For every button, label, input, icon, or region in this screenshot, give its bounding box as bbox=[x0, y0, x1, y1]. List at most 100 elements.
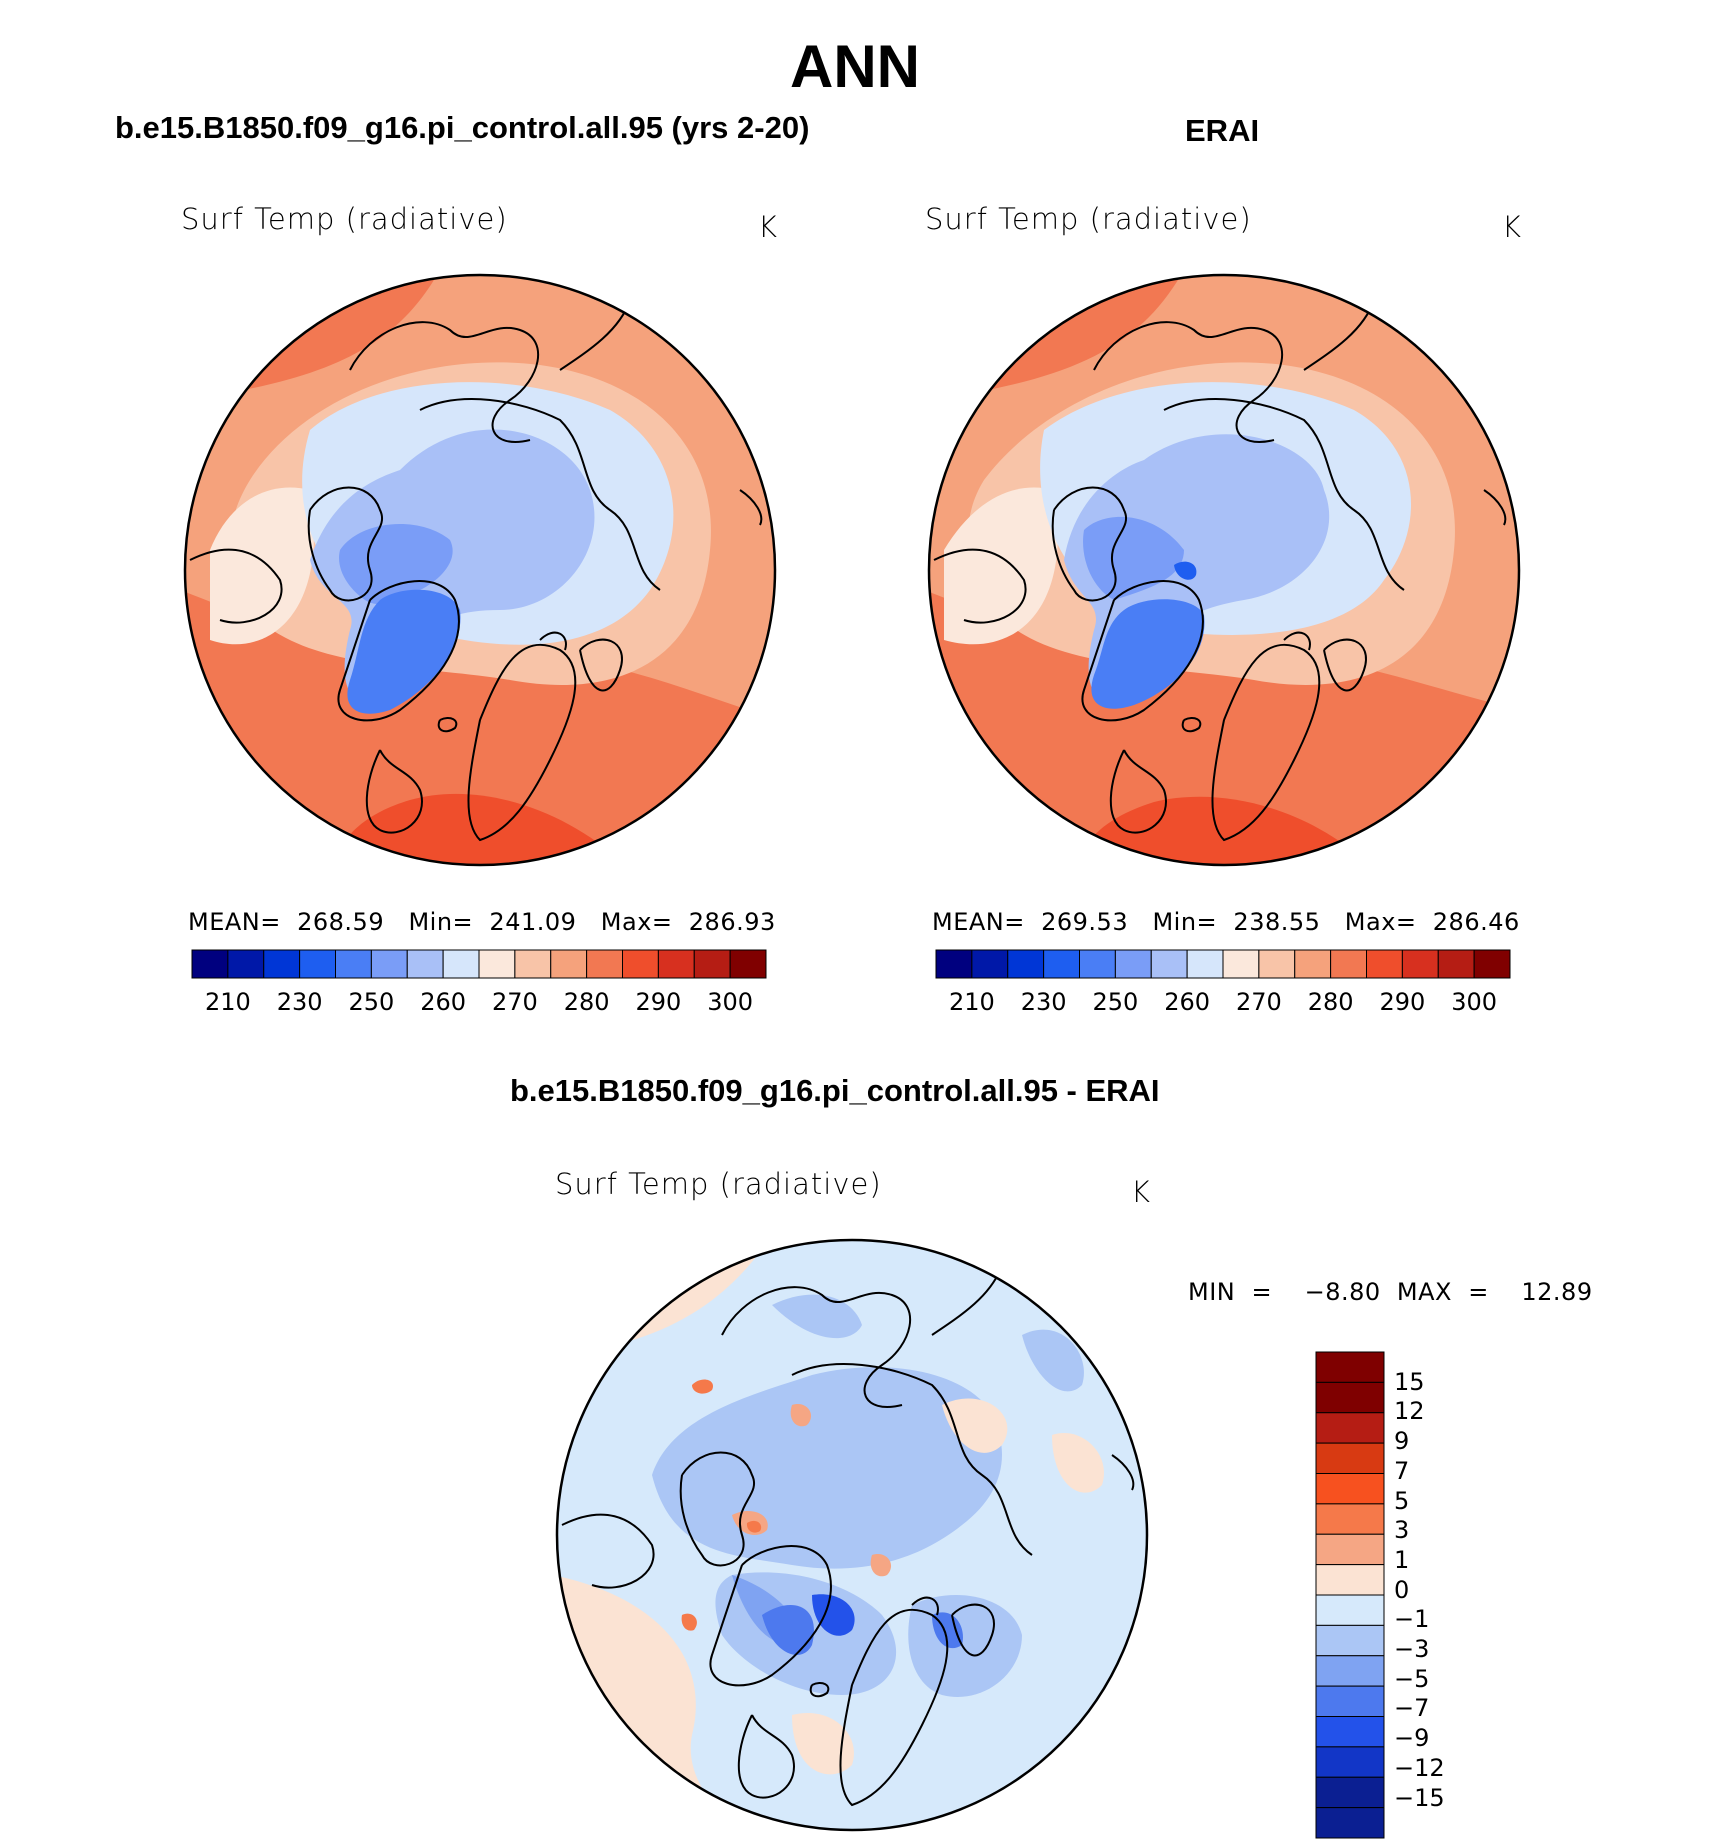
colorbar-tick-label: 210 bbox=[204, 988, 251, 1016]
panel1-colorbar bbox=[191, 949, 767, 979]
colorbar-tick-label: 270 bbox=[491, 988, 538, 1016]
colorbar-swatch bbox=[1007, 949, 1045, 979]
colorbar-swatch bbox=[1315, 1776, 1385, 1809]
colorbar-tick-label: 260 bbox=[420, 988, 466, 1016]
colorbar-swatch bbox=[1330, 949, 1367, 979]
colorbar-tick-label: −1 bbox=[1394, 1605, 1430, 1634]
panel3-variable-label: Surf Temp (radiative) bbox=[555, 1167, 882, 1201]
colorbar-swatch bbox=[191, 949, 229, 979]
colorbar-swatch bbox=[1258, 949, 1296, 979]
colorbar-swatch bbox=[693, 949, 731, 979]
colorbar-swatch bbox=[1366, 949, 1403, 979]
colorbar-swatch bbox=[1401, 949, 1439, 979]
colorbar-swatch bbox=[227, 949, 265, 979]
colorbar-swatch bbox=[1315, 1442, 1385, 1474]
panel2-stats: MEAN= 269.53 Min= 238.55 Max= 286.46 bbox=[932, 908, 1520, 936]
panel3-colorbar-ticks: 15 12 9 7 5 3 1 0 −1 −3 −5 −7 −9 −12 −15 bbox=[1394, 1352, 1474, 1838]
colorbar-swatch bbox=[1437, 949, 1475, 979]
colorbar-swatch bbox=[657, 949, 695, 979]
colorbar-swatch bbox=[1315, 1351, 1385, 1383]
colorbar-tick-label: −12 bbox=[1394, 1753, 1445, 1782]
colorbar-tick-label: 210 bbox=[948, 988, 995, 1016]
colorbar-swatch bbox=[514, 949, 552, 979]
colorbar-swatch bbox=[1315, 1746, 1385, 1778]
panel1-header: b.e15.B1850.f09_g16.pi_control.all.95 (y… bbox=[115, 110, 810, 145]
colorbar-tick-label: 300 bbox=[1451, 988, 1497, 1016]
panel1-colorbar-ticks: 210 230 250 260 270 280 290 300 bbox=[192, 988, 766, 1018]
panel3-header: b.e15.B1850.f09_g16.pi_control.all.95 - … bbox=[510, 1073, 1160, 1108]
colorbar-tick-label: 250 bbox=[1092, 988, 1139, 1016]
colorbar-tick-label: 230 bbox=[1020, 988, 1067, 1016]
colorbar-swatch bbox=[1315, 1685, 1385, 1717]
panel1-variable-label: Surf Temp (radiative) bbox=[181, 202, 508, 236]
colorbar-tick-label: −7 bbox=[1394, 1694, 1430, 1723]
colorbar-swatch bbox=[1186, 949, 1224, 979]
figure-title: ANN bbox=[790, 33, 920, 100]
colorbar-swatch bbox=[971, 949, 1009, 979]
colorbar-tick-label: 0 bbox=[1394, 1575, 1410, 1604]
colorbar-swatch bbox=[1150, 949, 1188, 979]
panel2-colorbar-ticks: 210 230 250 260 270 280 290 300 bbox=[936, 988, 1510, 1018]
panel3-stats: MIN = −8.80 MAX = 12.89 bbox=[1188, 1278, 1593, 1306]
colorbar-tick-label: −9 bbox=[1394, 1724, 1430, 1753]
panel2-colorbar bbox=[935, 949, 1511, 979]
panel2-header: ERAI bbox=[1185, 113, 1260, 148]
colorbar-swatch bbox=[299, 949, 336, 979]
colorbar-tick-label: 15 bbox=[1394, 1367, 1425, 1396]
colorbar-tick-label: 270 bbox=[1235, 988, 1282, 1016]
colorbar-swatch bbox=[263, 949, 301, 979]
colorbar-tick-label: 7 bbox=[1394, 1456, 1410, 1485]
colorbar-swatch bbox=[1294, 949, 1332, 979]
panel2-variable-label: Surf Temp (radiative) bbox=[925, 202, 1252, 236]
colorbar-tick-label: −5 bbox=[1394, 1664, 1430, 1693]
colorbar-swatch bbox=[1473, 949, 1511, 979]
colorbar-swatch bbox=[335, 949, 372, 979]
colorbar-tick-label: 250 bbox=[348, 988, 395, 1016]
colorbar-swatch bbox=[1315, 1716, 1385, 1748]
colorbar-swatch bbox=[1315, 1807, 1385, 1839]
panel1-polar-map bbox=[183, 273, 777, 867]
colorbar-swatch bbox=[1315, 1655, 1385, 1687]
panel1-stats: MEAN= 268.59 Min= 241.09 Max= 286.93 bbox=[188, 908, 776, 936]
colorbar-swatch bbox=[1222, 949, 1260, 979]
colorbar-swatch bbox=[622, 949, 659, 979]
colorbar-swatch bbox=[586, 949, 623, 979]
colorbar-swatch bbox=[1315, 1564, 1385, 1596]
colorbar-swatch bbox=[1079, 949, 1116, 979]
colorbar-tick-label: 290 bbox=[635, 988, 682, 1016]
colorbar-swatch bbox=[1315, 1412, 1385, 1444]
colorbar-tick-label: 9 bbox=[1394, 1427, 1410, 1456]
colorbar-swatch bbox=[1315, 1503, 1385, 1535]
panel2-polar-map bbox=[927, 273, 1521, 867]
panel3-units-label: K bbox=[1131, 1175, 1152, 1209]
colorbar-swatch bbox=[1315, 1533, 1385, 1566]
colorbar-tick-label: −15 bbox=[1394, 1783, 1445, 1812]
colorbar-tick-label: 5 bbox=[1394, 1486, 1410, 1515]
colorbar-swatch bbox=[1315, 1473, 1385, 1505]
colorbar-tick-label: 230 bbox=[276, 988, 323, 1016]
colorbar-swatch bbox=[1043, 949, 1080, 979]
colorbar-tick-label: 260 bbox=[1164, 988, 1210, 1016]
colorbar-swatch bbox=[406, 949, 444, 979]
colorbar-swatch bbox=[442, 949, 480, 979]
panel3-polar-map bbox=[555, 1238, 1149, 1832]
colorbar-tick-label: 290 bbox=[1379, 988, 1426, 1016]
colorbar-tick-label: 280 bbox=[1307, 988, 1354, 1016]
colorbar-swatch bbox=[550, 949, 588, 979]
colorbar-tick-label: 300 bbox=[707, 988, 753, 1016]
panel3-colorbar bbox=[1315, 1351, 1385, 1839]
colorbar-tick-label: 3 bbox=[1394, 1516, 1410, 1545]
panel1-units-label: K bbox=[758, 210, 779, 244]
colorbar-swatch bbox=[729, 949, 767, 979]
colorbar-tick-label: 280 bbox=[563, 988, 610, 1016]
colorbar-swatch bbox=[478, 949, 516, 979]
colorbar-swatch bbox=[1315, 1381, 1385, 1414]
colorbar-swatch bbox=[1114, 949, 1152, 979]
colorbar-tick-label: 12 bbox=[1394, 1397, 1425, 1426]
colorbar-swatch bbox=[935, 949, 973, 979]
panel2-units-label: K bbox=[1502, 210, 1523, 244]
colorbar-swatch bbox=[1315, 1594, 1385, 1626]
colorbar-tick-label: −3 bbox=[1394, 1635, 1430, 1663]
colorbar-swatch bbox=[1315, 1624, 1385, 1657]
colorbar-swatch bbox=[370, 949, 408, 979]
